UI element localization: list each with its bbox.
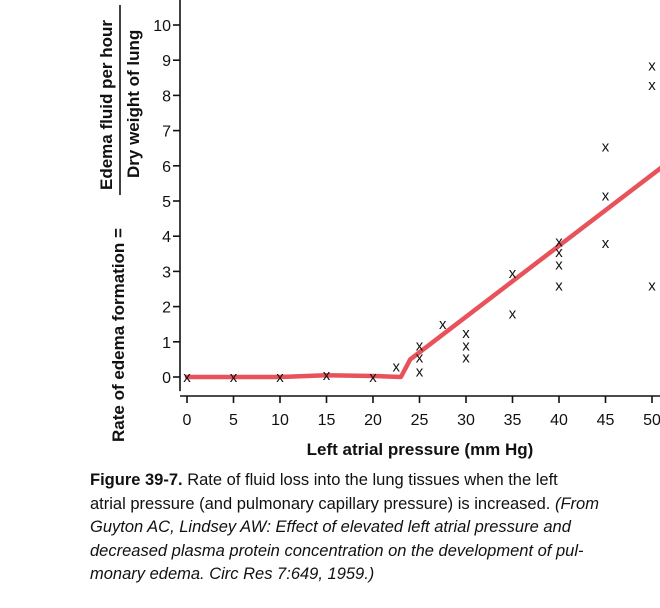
caption-line-2-citation: (From (554, 494, 599, 513)
data-point: x (602, 138, 610, 155)
x-tick-label: 40 (550, 412, 568, 429)
x-tick-label: 35 (504, 412, 522, 429)
y-tick-label: 3 (162, 264, 171, 281)
x-tick-label: 30 (457, 412, 475, 429)
data-point: x (393, 358, 401, 375)
y-tick-label: 0 (162, 370, 171, 387)
y-axis-fraction: Edema fluid per hour Dry weight of lung (97, 5, 143, 195)
y-tick-label: 8 (162, 88, 171, 105)
caption-line-5: monary edema. Circ Res 7:649, 1959.) (90, 565, 375, 583)
data-point: x (416, 350, 424, 367)
data-point: x (416, 337, 424, 354)
figure-caption: Figure 39-7. Rate of fluid loss into the… (90, 469, 660, 587)
y-axis-title-prefix: Rate of edema formation = (109, 228, 128, 442)
x-axis: 0 5 10 15 20 25 30 35 40 45 50 (180, 395, 660, 429)
data-point: x (555, 277, 563, 294)
data-point: x (648, 277, 656, 294)
caption-line-1-text: Rate of fluid loss into the lung tissues… (182, 471, 558, 489)
data-point: x (602, 188, 610, 205)
data-point: x (439, 316, 447, 333)
x-tick-label: 10 (271, 412, 289, 429)
data-point: x (462, 325, 470, 342)
data-point: x (555, 233, 563, 250)
x-tick-label: 0 (183, 412, 192, 429)
y-tick-label: 10 (153, 18, 171, 35)
data-point: x (648, 57, 656, 74)
y-axis: 0 1 2 3 4 5 6 7 8 9 10 (153, 0, 181, 392)
y-tick-label: 2 (162, 300, 171, 317)
data-point: x (509, 306, 517, 323)
y-tick-label: 9 (162, 53, 171, 70)
y-tick-label: 4 (162, 229, 171, 246)
data-point: x (230, 369, 238, 386)
fit-line (184, 165, 660, 380)
data-point: x (323, 367, 331, 384)
data-point: x (648, 77, 656, 94)
y-tick-label: 6 (162, 159, 171, 176)
caption-line-2: atrial pressure (and pulmonary capillary… (90, 493, 660, 517)
x-tick-label: 5 (229, 412, 238, 429)
x-tick-label: 50 (643, 412, 660, 429)
x-axis-title: Left atrial pressure (mm Hg) (307, 440, 534, 459)
caption-line-1: Figure 39-7. Rate of fluid loss into the… (90, 469, 660, 493)
y-axis-title: Rate of edema formation = (109, 228, 128, 442)
edema-chart: Rate of edema formation = Edema fluid pe… (97, 0, 660, 459)
caption-line-2-text: atrial pressure (and pulmonary capillary… (90, 494, 555, 513)
data-point: x (183, 369, 191, 386)
data-point: x (416, 364, 424, 381)
data-point: x (462, 337, 470, 354)
x-tick-label: 15 (318, 412, 336, 429)
caption-figure-label: Figure 39-7. (90, 471, 183, 489)
y-tick-label: 5 (162, 194, 171, 211)
x-tick-label: 45 (597, 412, 615, 429)
caption-line-4: decreased plasma protein concentration o… (90, 541, 584, 560)
y-axis-title-denominator: Dry weight of lung (124, 30, 143, 178)
y-tick-label: 1 (162, 335, 171, 352)
data-point: x (509, 265, 517, 282)
data-point: x (555, 256, 563, 273)
y-tick-label: 7 (162, 124, 171, 141)
data-point: x (555, 244, 563, 261)
x-tick-label: 20 (364, 412, 382, 429)
caption-line-3: Guyton AC, Lindsey AW: Effect of elevate… (90, 518, 571, 536)
x-tick-label: 25 (411, 412, 429, 429)
y-axis-title-numerator: Edema fluid per hour (97, 20, 116, 190)
data-point: x (276, 369, 284, 386)
data-point: x (602, 235, 610, 252)
data-point: x (462, 350, 470, 367)
data-point: x (369, 369, 377, 386)
